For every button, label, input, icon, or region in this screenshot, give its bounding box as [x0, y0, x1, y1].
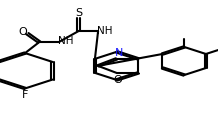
Text: O: O — [113, 75, 122, 85]
Text: S: S — [75, 8, 82, 18]
Text: O: O — [19, 27, 27, 37]
Text: NH: NH — [97, 25, 113, 36]
Text: F: F — [22, 90, 28, 100]
Text: N: N — [114, 48, 123, 58]
Text: NH: NH — [58, 36, 74, 46]
